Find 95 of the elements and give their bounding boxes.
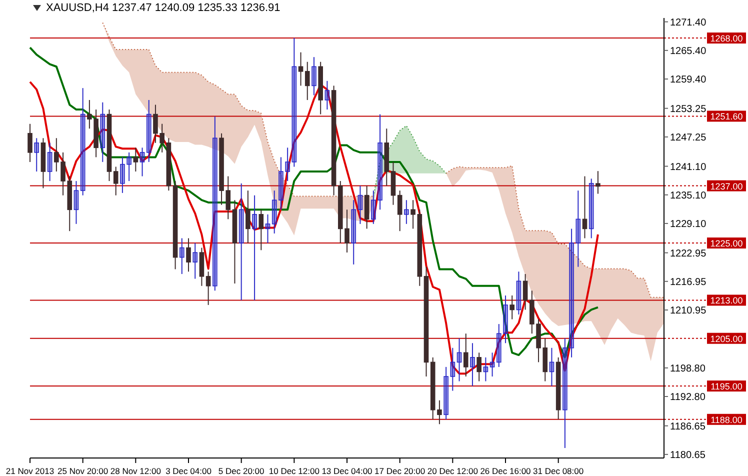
- x-tick-label: 21 Nov 2013: [6, 466, 54, 476]
- y-tick-label: 1241.10: [670, 162, 707, 173]
- candlestick: [179, 238, 184, 274]
- candlestick: [450, 347, 456, 392]
- candlestick: [265, 214, 270, 244]
- candlestick: [212, 116, 218, 292]
- y-tick-label: 1210.95: [670, 306, 707, 317]
- ref-line-label: 1237.00: [710, 181, 743, 192]
- candlestick: [133, 147, 138, 172]
- y-tick-label: 1271.40: [670, 17, 707, 28]
- candlestick: [312, 56, 316, 96]
- ref-line-label: 1195.00: [710, 382, 742, 392]
- x-tick-label: 20 Dec 12:00: [427, 466, 478, 476]
- candlestick: [397, 190, 402, 232]
- candlestick: [582, 176, 588, 239]
- ref-line-label: 1205.00: [710, 334, 743, 344]
- candlestick: [463, 333, 468, 377]
- candlestick: [80, 88, 86, 196]
- candlestick: [358, 185, 363, 224]
- x-tick-label: 13 Dec 04:00: [322, 466, 373, 476]
- x-tick-label: 28 Nov 12:00: [110, 466, 162, 476]
- chart-title: XAUUSD,H4 1237.47 1240.09 1235.33 1236.91: [46, 2, 280, 14]
- candlestick: [510, 294, 515, 320]
- x-tick-label: 3 Dec 04:00: [166, 466, 212, 476]
- y-tick-label: 1198.80: [670, 363, 706, 374]
- candlestick: [324, 80, 330, 110]
- candlestick: [120, 156, 125, 194]
- line-series: [29, 46, 599, 358]
- candlestick: [100, 102, 106, 162]
- ref-line-label: 1213.00: [710, 296, 743, 306]
- y-tick-label: 1229.10: [670, 219, 707, 230]
- candlestick: [404, 200, 409, 224]
- candlestick: [490, 352, 495, 377]
- candlestick: [74, 180, 79, 224]
- candlestick: [483, 356, 488, 382]
- candlestick: [47, 142, 52, 182]
- candlestick: [569, 228, 574, 358]
- y-tick-label: 1192.80: [670, 392, 706, 404]
- y-tick-label: 1253.25: [670, 104, 707, 115]
- candlestick: [596, 170, 600, 194]
- y-tick-label: 1265.40: [670, 46, 707, 57]
- candlestick: [252, 194, 257, 301]
- y-tick-label: 1186.65: [670, 421, 706, 432]
- y-tick-label: 1235.10: [670, 190, 707, 202]
- x-tick-label: 17 Dec 20:00: [374, 466, 426, 476]
- ref-line-label: 1268.00: [710, 34, 743, 44]
- candlestick: [371, 190, 376, 224]
- candlestick: [476, 352, 482, 382]
- candlestick: [146, 99, 152, 162]
- candlestick: [456, 338, 462, 382]
- candlestick: [470, 342, 475, 387]
- candlestick: [298, 52, 304, 86]
- candlestick: [562, 338, 568, 448]
- candlestick: [351, 200, 356, 265]
- candlestick: [516, 271, 522, 316]
- candlestick: [206, 271, 211, 306]
- candlestick: [304, 61, 310, 100]
- x-tick-label: 25 Nov 20:00: [58, 466, 108, 476]
- y-tick-label: 1222.95: [670, 248, 707, 260]
- candlestick: [378, 114, 382, 210]
- candlestick: [140, 147, 145, 177]
- candlestick: [258, 209, 264, 251]
- ref-line-label: 1251.60: [710, 112, 743, 122]
- candlestick: [192, 242, 198, 280]
- candlestick: [272, 190, 277, 234]
- y-tick-label: 1247.25: [670, 132, 707, 144]
- ref-line-label: 1225.00: [710, 238, 743, 249]
- x-tick-label: 10 Dec 12:00: [268, 466, 320, 476]
- candlestick: [522, 273, 528, 310]
- candlestick: [186, 238, 191, 272]
- candlestick: [246, 190, 250, 244]
- candlestick: [496, 324, 502, 368]
- candlestick: [34, 138, 40, 172]
- candlestick: [28, 123, 32, 162]
- candlestick: [126, 152, 132, 182]
- candlestick: [576, 190, 581, 268]
- candlestick: [364, 185, 370, 230]
- ref-line-label: 1188.00: [710, 414, 742, 425]
- x-tick-label: 26 Dec 16:00: [480, 466, 532, 476]
- candlestick: [238, 182, 244, 301]
- candlestick: [549, 347, 554, 387]
- candlestick: [292, 38, 297, 168]
- candlestick: [113, 166, 118, 196]
- y-tick-label: 1259.40: [670, 74, 707, 86]
- candlestick: [503, 294, 508, 344]
- candlestick: [444, 366, 448, 420]
- candlestick: [588, 178, 594, 239]
- candlestick: [278, 156, 284, 210]
- y-tick-label: 1216.95: [670, 276, 707, 288]
- candlestick: [199, 247, 204, 286]
- x-tick-label: 31 Dec 08:00: [533, 466, 584, 476]
- candlestick: [285, 147, 290, 182]
- candlestick: [390, 161, 396, 206]
- x-tick-label: 5 Dec 20:00: [218, 466, 265, 476]
- y-tick-label: 1180.65: [670, 450, 706, 461]
